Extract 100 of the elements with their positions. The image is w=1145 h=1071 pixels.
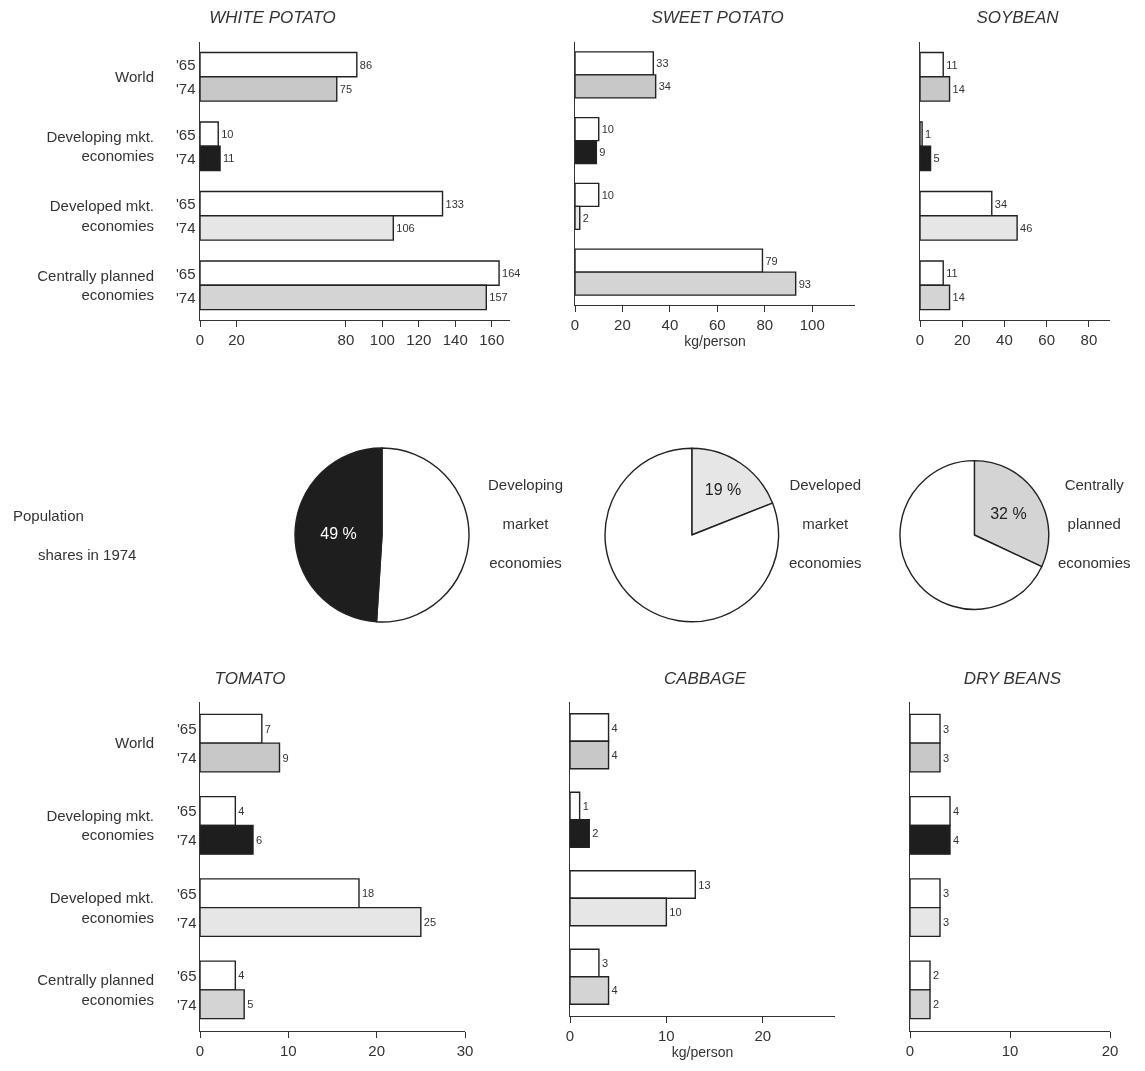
- data-label: 32 %: [990, 504, 1027, 522]
- data-label: 1: [925, 128, 932, 141]
- x-tick-label: 20: [614, 316, 631, 333]
- x-tick-label: 120: [406, 331, 432, 348]
- data-label: 79: [765, 254, 778, 267]
- chart-title: Developing market economies: [488, 476, 564, 571]
- x-tick-label: 20: [953, 331, 971, 348]
- data-label: 11: [223, 152, 235, 165]
- data-label: 3: [943, 722, 950, 735]
- text: '74: [177, 914, 197, 931]
- data-label: 11: [946, 267, 958, 280]
- data-label: 86: [359, 58, 373, 71]
- data-label: 1: [582, 800, 589, 813]
- chart-title: WHITE POTATO: [209, 7, 336, 27]
- data-label: 2: [933, 969, 940, 982]
- x-tick-label: 100: [369, 331, 395, 348]
- text: Population shares in 1974: [13, 507, 137, 563]
- x-tick-label: 80: [337, 331, 355, 348]
- text: '65: [177, 885, 197, 902]
- data-label: 3: [943, 887, 950, 900]
- y-tick-label: Developing mkt. economies: [46, 806, 154, 844]
- x-tick-label: 0: [905, 1042, 915, 1059]
- series-label: '74: [176, 80, 196, 97]
- y-tick-label: Centrally planned economies: [37, 266, 154, 304]
- chart-title: CABBAGE: [663, 669, 747, 689]
- text: '65: [176, 195, 196, 212]
- series-label: '65: [177, 720, 197, 737]
- data-label: 13: [698, 878, 711, 891]
- chart-title: Centrally planned economies: [1058, 476, 1131, 571]
- data-label: 4: [611, 984, 618, 997]
- data-label: 133: [445, 197, 464, 210]
- data-label: 157: [489, 291, 508, 304]
- data-label: 2: [592, 827, 599, 840]
- data-label: 14: [952, 291, 965, 304]
- x-tick-label: 10: [658, 1027, 675, 1044]
- x-tick-label: 30: [456, 1042, 474, 1059]
- data-label: 6: [256, 833, 263, 846]
- data-label: 10: [669, 905, 682, 918]
- data-label: 164: [502, 267, 521, 280]
- x-tick-label: 160: [479, 331, 505, 348]
- data-label: 4: [238, 804, 245, 817]
- series-label: '65: [176, 56, 196, 73]
- x-tick-label: 20: [368, 1042, 386, 1059]
- chart-title: DRY BEANS: [963, 669, 1062, 689]
- data-label: 2: [933, 998, 940, 1011]
- x-tick-label: 140: [442, 331, 468, 348]
- x-tick-label: 10: [279, 1042, 297, 1059]
- data-label: 46: [1020, 221, 1033, 234]
- text: '65: [177, 967, 197, 984]
- data-label: 93: [798, 277, 811, 290]
- text: '74: [176, 289, 196, 306]
- data-label: 10: [601, 188, 614, 201]
- data-label: 49 %: [320, 525, 357, 543]
- data-label: 5: [933, 152, 940, 165]
- data-label: 19 %: [704, 480, 742, 498]
- text: '74: [176, 150, 196, 167]
- chart-title: TOMATO: [214, 669, 286, 689]
- data-label: 18: [362, 887, 375, 900]
- x-tick-label: 20: [754, 1027, 772, 1044]
- data-label: 75: [339, 82, 353, 95]
- data-label: 14: [952, 82, 965, 95]
- pie-slice: [604, 447, 780, 623]
- chart-title: SOYBEAN: [976, 7, 1060, 27]
- y-tick-label: Centrally planned economies: [37, 971, 154, 1008]
- data-label: 33: [656, 57, 669, 70]
- y-tick-label: Developed mkt. economies: [49, 197, 154, 234]
- data-label: 4: [238, 969, 245, 982]
- x-tick-label: 60: [1038, 331, 1056, 348]
- y-tick-label: Developed mkt. economies: [49, 889, 154, 926]
- x-tick-label: 80: [1080, 331, 1098, 348]
- x-tick-label: 20: [228, 331, 245, 348]
- x-tick-label: 80: [756, 316, 774, 333]
- text: '74: [176, 219, 196, 236]
- data-label: 4: [611, 721, 618, 734]
- y-tick-label: Developing mkt. economies: [46, 127, 154, 165]
- series-label: '74: [177, 749, 197, 766]
- text: '65: [176, 265, 196, 282]
- data-label: 3: [601, 957, 609, 970]
- x-tick-label: 0: [570, 316, 580, 333]
- x-tick-label: 0: [565, 1027, 575, 1044]
- data-label: 7: [264, 722, 271, 735]
- chart-title: Developed market economies: [789, 476, 862, 571]
- x-tick-label: 100: [799, 316, 825, 333]
- data-label: 4: [953, 804, 960, 817]
- text: '65: [176, 126, 196, 143]
- chart-title: SWEET POTATO: [651, 7, 784, 27]
- data-label: 3: [943, 916, 950, 929]
- x-tick-label: 0: [915, 331, 925, 348]
- y-tick-label: World: [115, 734, 154, 752]
- data-label: 9: [282, 751, 289, 764]
- data-label: 25: [423, 916, 437, 929]
- x-tick-label: 60: [709, 316, 726, 333]
- x-tick-label: 10: [1001, 1042, 1019, 1059]
- text: '74: [177, 996, 197, 1013]
- data-label: 2: [582, 211, 589, 224]
- x-tick-label: 40: [661, 316, 679, 333]
- x-tick-label: 0: [195, 1042, 205, 1059]
- data-label: 3: [943, 751, 950, 764]
- x-axis-title: kg/person: [684, 333, 746, 350]
- data-label: 10: [601, 123, 614, 136]
